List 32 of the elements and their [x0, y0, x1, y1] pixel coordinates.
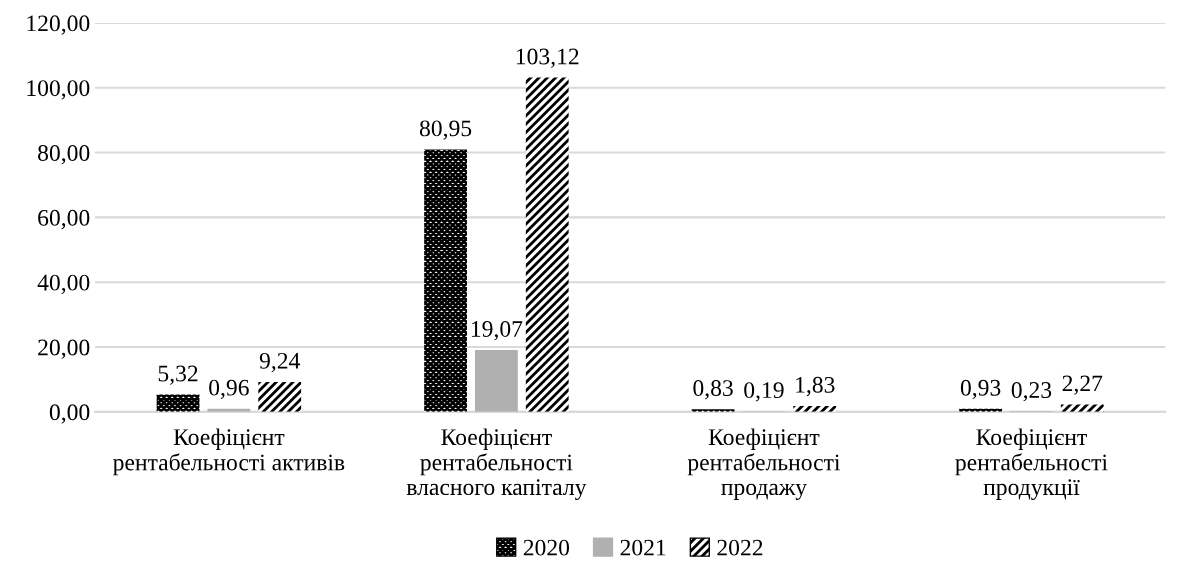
bar — [525, 77, 569, 412]
legend-label: 2022 — [717, 539, 763, 556]
y-tick-label: 80,00 — [38, 145, 90, 165]
data-label: 80,95 — [419, 120, 472, 140]
data-label: 0,23 — [1011, 382, 1052, 402]
bar — [156, 394, 200, 412]
bar — [475, 350, 518, 412]
data-label: 9,24 — [259, 352, 300, 373]
bar — [424, 149, 467, 412]
x-tick-label: Коефіцієнт рентабельності активів — [113, 428, 345, 476]
legend-label: 2021 — [620, 539, 666, 556]
data-label: 1,83 — [796, 376, 835, 397]
y-tick-label: 40,00 — [37, 274, 90, 295]
bar — [258, 381, 302, 412]
data-label: 0,19 — [744, 382, 784, 402]
data-label: 2,27 — [1062, 375, 1103, 395]
data-label: 5,32 — [158, 365, 198, 385]
legend-label: 2020 — [523, 539, 570, 556]
y-tick-label: 100,00 — [27, 80, 90, 100]
y-tick-label: 120,00 — [27, 15, 90, 35]
data-label: 0,83 — [693, 380, 733, 400]
data-label: 0,93 — [960, 379, 1001, 400]
y-tick-label: 0,00 — [49, 404, 90, 424]
x-tick-label: Коефіцієнт рентабельності продажу — [687, 428, 841, 500]
x-tick-label: Коефіцієнт рентабельності власного капіталу — [406, 428, 587, 500]
bar — [1060, 404, 1104, 412]
x-tick-label: Коефіцієнт рентабельності продукції — [955, 428, 1108, 500]
data-label: 19,07 — [471, 320, 523, 341]
data-label: 103,12 — [516, 48, 579, 68]
y-tick-label: 60,00 — [38, 209, 90, 230]
data-label: 0,96 — [209, 379, 249, 399]
y-tick-label: 20,00 — [38, 339, 90, 359]
